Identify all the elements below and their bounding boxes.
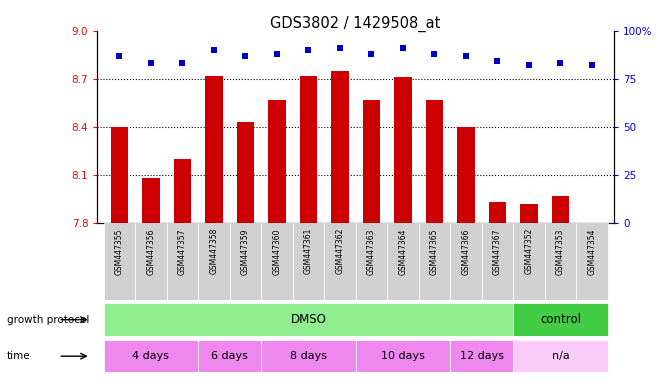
Bar (425, 99, 443, 223)
Point (586, 62, 597, 68)
Text: GSM447356: GSM447356 (146, 228, 156, 275)
Point (366, 51, 376, 57)
Point (523, 62, 534, 68)
FancyBboxPatch shape (103, 303, 513, 336)
Point (240, 53, 251, 59)
Text: GSM447363: GSM447363 (367, 228, 376, 275)
FancyBboxPatch shape (387, 223, 419, 300)
Text: GSM447357: GSM447357 (178, 228, 187, 275)
FancyBboxPatch shape (198, 223, 229, 300)
Point (177, 60, 188, 66)
Text: GSM447364: GSM447364 (399, 228, 407, 275)
FancyBboxPatch shape (513, 303, 608, 336)
Text: n/a: n/a (552, 351, 569, 361)
FancyBboxPatch shape (261, 340, 356, 372)
Bar (205, 76, 223, 223)
FancyBboxPatch shape (261, 223, 293, 300)
Text: DMSO: DMSO (291, 313, 326, 326)
Bar (488, 202, 506, 223)
Bar (237, 122, 254, 223)
Text: GSM447362: GSM447362 (336, 228, 344, 275)
FancyBboxPatch shape (229, 223, 261, 300)
FancyBboxPatch shape (166, 223, 198, 300)
FancyBboxPatch shape (103, 223, 135, 300)
Point (460, 53, 471, 59)
Text: growth protocol: growth protocol (7, 314, 89, 325)
Text: 4 days: 4 days (132, 351, 169, 361)
Text: time: time (7, 351, 30, 361)
FancyBboxPatch shape (324, 223, 356, 300)
Point (272, 51, 282, 57)
FancyBboxPatch shape (293, 223, 324, 300)
Text: GSM447366: GSM447366 (462, 228, 470, 275)
FancyBboxPatch shape (450, 340, 513, 372)
FancyBboxPatch shape (450, 223, 482, 300)
FancyBboxPatch shape (419, 223, 450, 300)
Bar (552, 195, 569, 223)
FancyBboxPatch shape (198, 340, 261, 372)
Point (555, 60, 566, 66)
Text: GSM447365: GSM447365 (430, 228, 439, 275)
Text: GSM447354: GSM447354 (587, 228, 597, 275)
Text: GSM447361: GSM447361 (304, 228, 313, 275)
Bar (268, 99, 286, 223)
Point (146, 60, 156, 66)
Point (114, 53, 125, 59)
Point (209, 47, 219, 53)
Bar (457, 127, 474, 223)
Text: GSM447353: GSM447353 (556, 228, 565, 275)
Text: control: control (540, 313, 581, 326)
Text: GSM447360: GSM447360 (272, 228, 281, 275)
Text: 10 days: 10 days (381, 351, 425, 361)
FancyBboxPatch shape (356, 223, 387, 300)
FancyBboxPatch shape (513, 223, 545, 300)
Bar (363, 99, 380, 223)
Point (303, 47, 314, 53)
FancyBboxPatch shape (103, 340, 198, 372)
Point (492, 58, 503, 65)
Text: GSM447359: GSM447359 (241, 228, 250, 275)
Bar (111, 127, 128, 223)
Text: GSM447352: GSM447352 (525, 228, 533, 275)
Bar (174, 159, 191, 223)
Point (429, 51, 440, 57)
Text: 8 days: 8 days (290, 351, 327, 361)
FancyBboxPatch shape (356, 340, 450, 372)
FancyBboxPatch shape (576, 223, 608, 300)
Text: 12 days: 12 days (460, 351, 504, 361)
Point (335, 45, 346, 51)
FancyBboxPatch shape (482, 223, 513, 300)
Bar (300, 76, 317, 223)
FancyBboxPatch shape (545, 223, 576, 300)
Bar (395, 77, 411, 223)
Text: GSM447355: GSM447355 (115, 228, 124, 275)
FancyBboxPatch shape (513, 340, 608, 372)
Text: GSM447358: GSM447358 (209, 228, 218, 275)
Text: 6 days: 6 days (211, 351, 248, 361)
Text: GDS3802 / 1429508_at: GDS3802 / 1429508_at (270, 15, 441, 31)
Point (397, 45, 408, 51)
FancyBboxPatch shape (135, 223, 166, 300)
Bar (331, 71, 348, 223)
Text: GSM447367: GSM447367 (493, 228, 502, 275)
Bar (142, 178, 160, 223)
Bar (520, 204, 537, 223)
